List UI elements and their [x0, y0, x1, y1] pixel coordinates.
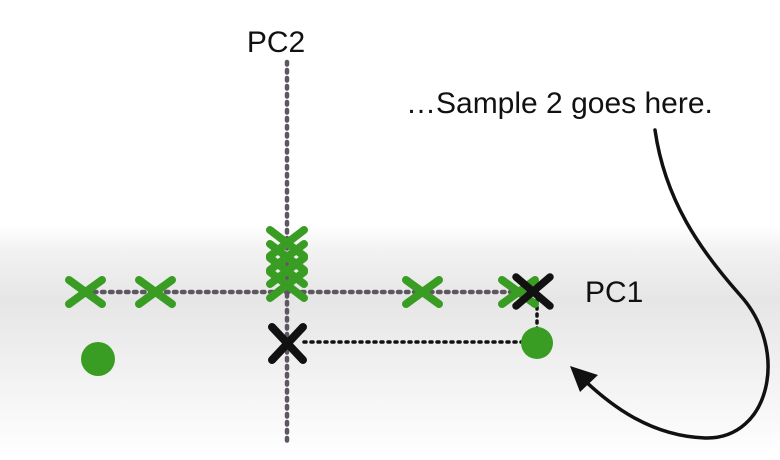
green-x-mark-stack-icon [266, 226, 308, 302]
green-dot-icon [81, 342, 115, 376]
pc2-label: PC2 [247, 26, 305, 59]
green-x-mark-icon [65, 276, 106, 308]
sample-2-dot-icon [521, 327, 553, 359]
arrow-head-icon [570, 366, 598, 392]
curved-arrow-icon [580, 128, 770, 440]
pc1-label: PC1 [585, 276, 643, 309]
annotation-text: …Sample 2 goes here. [406, 87, 713, 120]
green-x-mark-icon [402, 276, 443, 308]
black-x-mark-icon [268, 323, 307, 364]
black-x-mark-icon [512, 273, 554, 310]
green-x-mark-icon [135, 276, 176, 308]
